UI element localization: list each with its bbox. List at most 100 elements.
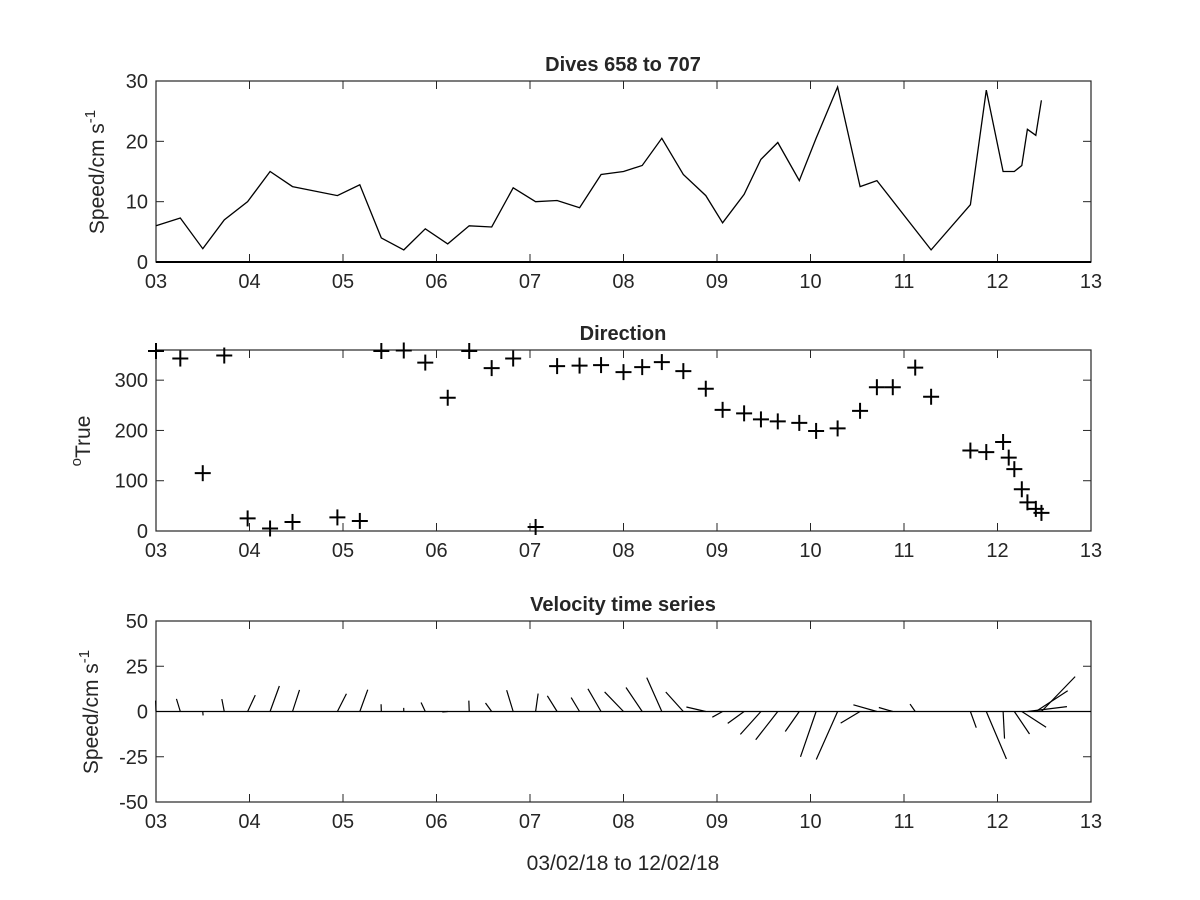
direction-point xyxy=(978,444,995,461)
velocity-ytick-label: -50 xyxy=(119,792,148,814)
direction-xtick-label: 08 xyxy=(612,540,634,562)
velocity-stick xyxy=(1002,711,1006,739)
direction-point xyxy=(527,518,544,535)
speed-xtick-label: 08 xyxy=(612,271,634,293)
speed-ylabel-exponent: -1 xyxy=(82,110,99,123)
direction-ticks: 03 04 05 06 07 08 09 10 11 12 13 0 100 200 300 xyxy=(115,350,1102,562)
direction-series xyxy=(148,342,1050,537)
speed-xtick-label: 04 xyxy=(238,271,260,293)
direction-point xyxy=(505,350,522,367)
velocity-stick xyxy=(570,697,581,712)
velocity-ytick-label: 0 xyxy=(137,702,148,724)
direction-xtick-label: 09 xyxy=(706,540,728,562)
direction-xtick-label: 07 xyxy=(519,540,541,562)
velocity-xtick-label: 05 xyxy=(332,811,354,833)
speed-xtick-label: 13 xyxy=(1080,271,1102,293)
direction-xtick-label: 10 xyxy=(799,540,821,562)
velocity-stick xyxy=(1013,711,1031,735)
direction-point xyxy=(697,380,714,397)
velocity-ytick-label: 25 xyxy=(126,656,148,678)
direction-point xyxy=(791,414,808,431)
velocity-stick xyxy=(840,710,861,724)
direction-xtick-label: 03 xyxy=(145,540,167,562)
direction-point xyxy=(634,359,651,376)
speed-ylabel-text: Speed/cm s xyxy=(86,123,109,234)
velocity-stick xyxy=(221,698,225,712)
direction-point xyxy=(923,388,940,405)
velocity-stick xyxy=(1027,706,1068,713)
direction-point xyxy=(852,402,869,419)
velocity-stick xyxy=(799,711,817,758)
velocity-stick xyxy=(686,706,706,713)
velocity-stick xyxy=(755,711,779,741)
velocity-stick xyxy=(625,687,643,712)
direction-point xyxy=(1000,449,1017,466)
speed-xtick-label: 06 xyxy=(425,271,447,293)
direction-point xyxy=(962,442,979,459)
speed-xtick-label: 12 xyxy=(986,271,1008,293)
direction-point xyxy=(373,343,390,360)
velocity-ytick-label: -25 xyxy=(119,747,148,769)
velocity-stick xyxy=(485,702,493,712)
direction-point xyxy=(549,358,566,375)
direction-point xyxy=(868,379,885,396)
speed-xtick-label: 09 xyxy=(706,271,728,293)
direction-point xyxy=(148,343,164,360)
direction-point xyxy=(829,420,846,437)
direction-point xyxy=(172,350,189,367)
velocity-title: Velocity time series xyxy=(530,594,716,616)
velocity-panel: Velocity time series 03 04 05 06 07 08 09 10 11 1… xyxy=(76,594,1102,875)
direction-xtick-label: 12 xyxy=(986,540,1008,562)
velocity-stick xyxy=(969,711,977,728)
direction-point xyxy=(593,357,610,374)
speed-ticks: 03 04 05 06 07 08 09 10 11 12 13 0 10 20 30 xyxy=(126,71,1102,293)
velocity-stick xyxy=(336,693,347,712)
direction-xtick-label: 05 xyxy=(332,540,354,562)
velocity-stick xyxy=(985,711,1007,760)
speed-xtick-label: 11 xyxy=(894,271,915,293)
direction-point xyxy=(736,405,753,422)
direction-point xyxy=(1033,504,1050,521)
velocity-stick xyxy=(739,711,762,735)
velocity-stick xyxy=(587,688,602,712)
velocity-stick xyxy=(291,689,301,712)
velocity-xtick-label: 09 xyxy=(706,811,728,833)
direction-point xyxy=(907,359,924,376)
velocity-stick xyxy=(712,710,723,718)
speed-ylabel: Speed/cm s-1 xyxy=(82,110,109,234)
velocity-stick xyxy=(604,691,624,712)
velocity-xtick-label: 06 xyxy=(425,811,447,833)
velocity-xtick-label: 08 xyxy=(612,811,634,833)
velocity-stick xyxy=(1021,710,1047,728)
velocity-stick xyxy=(815,711,839,760)
direction-point xyxy=(194,465,211,482)
direction-panel: Direction 03 04 05 06 07 08 09 10 11 12 13 0 100 200 3… xyxy=(68,323,1102,562)
velocity-stick xyxy=(853,704,878,713)
direction-point xyxy=(239,510,256,527)
velocity-ylabel-text: Speed/cm s xyxy=(80,663,103,774)
direction-ylabel-text: True xyxy=(72,416,95,458)
velocity-stick xyxy=(546,695,558,712)
direction-point xyxy=(769,413,786,430)
velocity-stick xyxy=(727,711,745,724)
velocity-stick xyxy=(665,691,684,712)
direction-point xyxy=(461,343,478,360)
speed-ytick-label: 10 xyxy=(126,192,148,214)
direction-axes-frame xyxy=(155,349,1092,532)
velocity-xtick-label: 04 xyxy=(238,811,260,833)
speed-title: Dives 658 to 707 xyxy=(545,54,701,76)
direction-point xyxy=(714,401,731,418)
direction-point xyxy=(752,411,769,428)
direction-point xyxy=(1013,481,1030,498)
direction-point xyxy=(329,509,346,526)
velocity-xtick-label: 10 xyxy=(799,811,821,833)
direction-xtick-label: 06 xyxy=(425,540,447,562)
direction-point xyxy=(615,364,632,381)
speed-ytick-label: 20 xyxy=(126,131,148,153)
direction-point xyxy=(483,360,500,377)
velocity-stick xyxy=(506,690,514,712)
direction-point xyxy=(808,422,825,439)
direction-ytick-label: 200 xyxy=(115,420,148,442)
direction-xtick-label: 11 xyxy=(894,540,915,562)
